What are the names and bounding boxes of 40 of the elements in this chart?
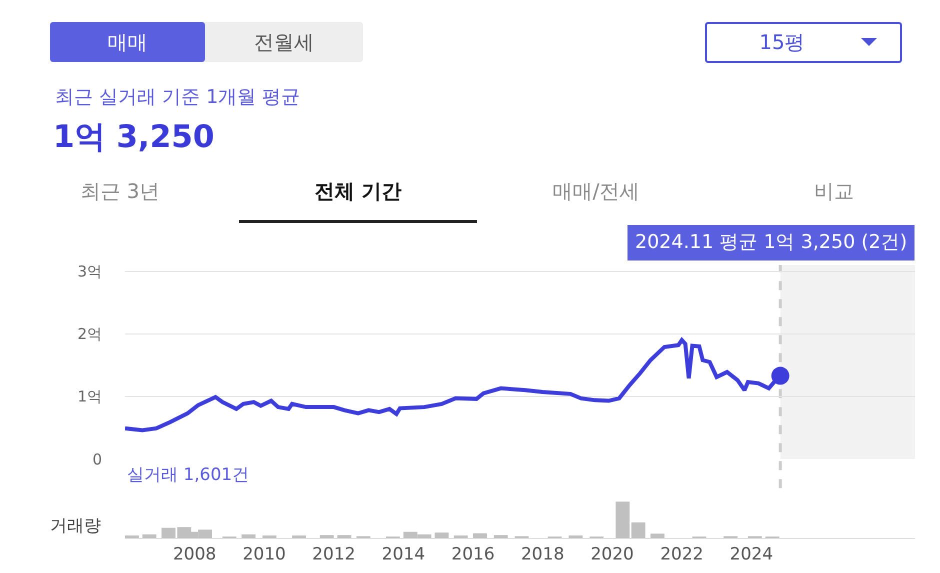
x-tick-label: 2010 bbox=[242, 544, 286, 564]
x-tick-label: 2018 bbox=[520, 544, 564, 564]
text: 최근 3년 bbox=[79, 178, 161, 205]
ref-line-label: 2024.11 평균 1억 3,250 (2건) bbox=[635, 231, 908, 253]
bar bbox=[292, 535, 306, 538]
bar bbox=[494, 535, 508, 538]
bar bbox=[473, 533, 487, 538]
y-tick-label: 0 bbox=[92, 450, 102, 468]
x-tick-label: 2008 bbox=[172, 544, 216, 564]
bar bbox=[262, 535, 276, 538]
chart-title: 최근 실거래 기준 1개월 평균 bbox=[55, 85, 300, 110]
y-tick-label: 2억 bbox=[77, 325, 102, 344]
y-tick-label: 3억 bbox=[77, 262, 102, 281]
x-tick-label: 2014 bbox=[382, 544, 426, 564]
bar bbox=[616, 502, 630, 538]
text: 15평 bbox=[758, 29, 806, 56]
bar bbox=[568, 535, 583, 538]
y-axis-title: 거래량 bbox=[50, 516, 101, 536]
bar bbox=[454, 535, 468, 538]
bar bbox=[142, 534, 156, 538]
text: 실거래 1,601건 bbox=[127, 465, 250, 485]
text: 전체 기간 bbox=[239, 178, 477, 223]
bar bbox=[650, 534, 664, 538]
text: 전월세 bbox=[253, 29, 315, 56]
bar bbox=[337, 535, 352, 538]
x-tick-label: 2022 bbox=[660, 544, 704, 564]
text: 비교 bbox=[813, 178, 855, 205]
bar bbox=[434, 532, 449, 538]
x-tick-label: 2012 bbox=[312, 544, 356, 564]
bar bbox=[242, 534, 256, 538]
bar bbox=[125, 535, 139, 538]
bar bbox=[631, 522, 646, 538]
x-tick-label: 2020 bbox=[590, 544, 634, 564]
bar bbox=[320, 535, 334, 538]
text: 매매 bbox=[50, 22, 205, 62]
text: 매매/전세 bbox=[552, 178, 640, 205]
x-tick-label: 2024 bbox=[730, 544, 774, 564]
y-tick-label: 1억 bbox=[77, 388, 102, 406]
chart-subtitle: 1억 3,250 bbox=[53, 118, 214, 157]
x-tick-label: 2016 bbox=[451, 544, 495, 564]
